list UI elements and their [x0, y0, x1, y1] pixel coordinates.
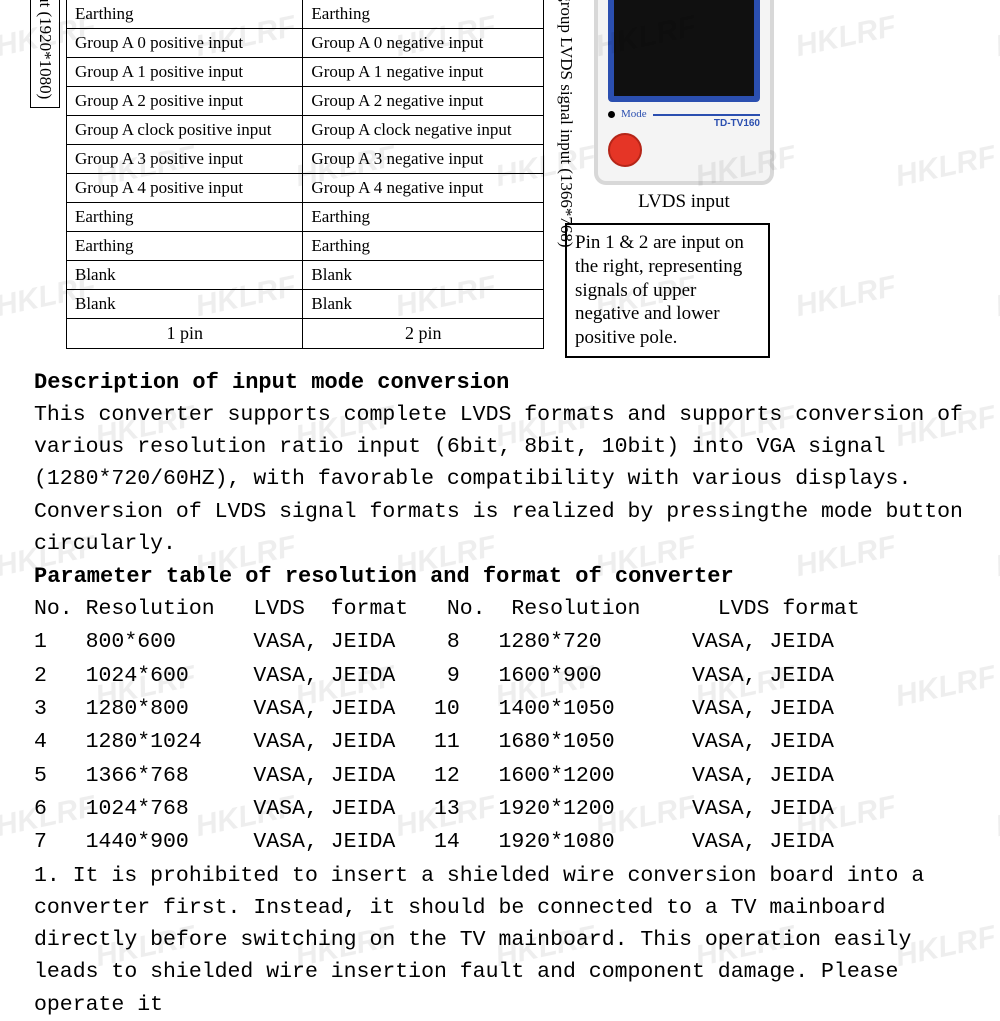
body-text: Description of input mode conversion Thi…: [0, 358, 1000, 1021]
instruction-text: 1. It is prohibited to insert a shielded…: [34, 860, 982, 1021]
table-row: EarthingEarthing: [67, 232, 544, 261]
table-cell: Earthing: [303, 232, 544, 261]
table-row: Group A 2 positive inputGroup A 2 negati…: [67, 87, 544, 116]
table-cell: Blank: [67, 290, 303, 319]
parameter-table: No. Resolution LVDS format No. Resolutio…: [34, 593, 982, 860]
pin-table: EarthingEarthingGroup A 0 positive input…: [66, 0, 544, 349]
table-row: BlankBlank: [67, 290, 544, 319]
table-cell: Group A 0 negative input: [303, 29, 544, 58]
left-vertical-label: ut (1920*1080): [30, 0, 60, 108]
table-cell: Blank: [303, 261, 544, 290]
parameter-heading: Parameter table of resolution and format…: [34, 560, 982, 593]
table-cell: Group A 4 positive input: [67, 174, 303, 203]
device-screen: [608, 0, 760, 102]
device-body: Mode TD-TV160: [594, 0, 774, 185]
table-cell: Earthing: [67, 203, 303, 232]
mode-label: Mode: [621, 108, 647, 120]
status-led-icon: [608, 111, 615, 118]
table-cell: Group A 2 negative input: [303, 87, 544, 116]
table-row: BlankBlank: [67, 261, 544, 290]
lvds-input-caption: LVDS input: [594, 191, 774, 213]
table-cell: Group A clock positive input: [67, 116, 303, 145]
table-cell: Group A 1 positive input: [67, 58, 303, 87]
mid-vertical-text: e-group LVDS signal input (1366*768): [557, 0, 576, 248]
table-row: Group A 4 positive inputGroup A 4 negati…: [67, 174, 544, 203]
table-row: Group A 3 positive inputGroup A 3 negati…: [67, 145, 544, 174]
table-cell: Group A 2 positive input: [67, 87, 303, 116]
table-footer-cell: 1 pin: [67, 319, 303, 349]
table-cell: Group A 3 negative input: [303, 145, 544, 174]
table-cell: Earthing: [303, 0, 544, 29]
table-cell: Group A 4 negative input: [303, 174, 544, 203]
table-row: Group A clock positive inputGroup A cloc…: [67, 116, 544, 145]
table-cell: Group A 1 negative input: [303, 58, 544, 87]
description-heading: Description of input mode conversion: [34, 366, 982, 399]
table-cell: Earthing: [303, 203, 544, 232]
device-column: Mode TD-TV160 LVDS input Pin 1 & 2 are i…: [576, 0, 774, 358]
table-cell: Blank: [67, 261, 303, 290]
table-row: Group A 1 positive inputGroup A 1 negati…: [67, 58, 544, 87]
left-vertical-text: ut (1920*1080): [36, 0, 55, 99]
pin-note-box: Pin 1 & 2 are input on the right, repres…: [565, 223, 770, 358]
table-cell: Group A clock negative input: [303, 116, 544, 145]
table-footer-cell: 2 pin: [303, 319, 544, 349]
table-cell: Earthing: [67, 232, 303, 261]
table-row: Group A 0 positive inputGroup A 0 negati…: [67, 29, 544, 58]
table-cell: Blank: [303, 290, 544, 319]
top-section: ut (1920*1080) EarthingEarthingGroup A 0…: [0, 0, 1000, 358]
table-cell: Group A 0 positive input: [67, 29, 303, 58]
description-body: This converter supports complete LVDS fo…: [34, 399, 982, 560]
mode-button[interactable]: [608, 133, 642, 167]
table-cell: Group A 3 positive input: [67, 145, 303, 174]
mid-vertical-label: e-group LVDS signal input (1366*768): [556, 0, 576, 248]
table-cell: Earthing: [67, 0, 303, 29]
table-row: EarthingEarthing: [67, 203, 544, 232]
device-illustration: Mode TD-TV160 LVDS input: [594, 0, 774, 213]
